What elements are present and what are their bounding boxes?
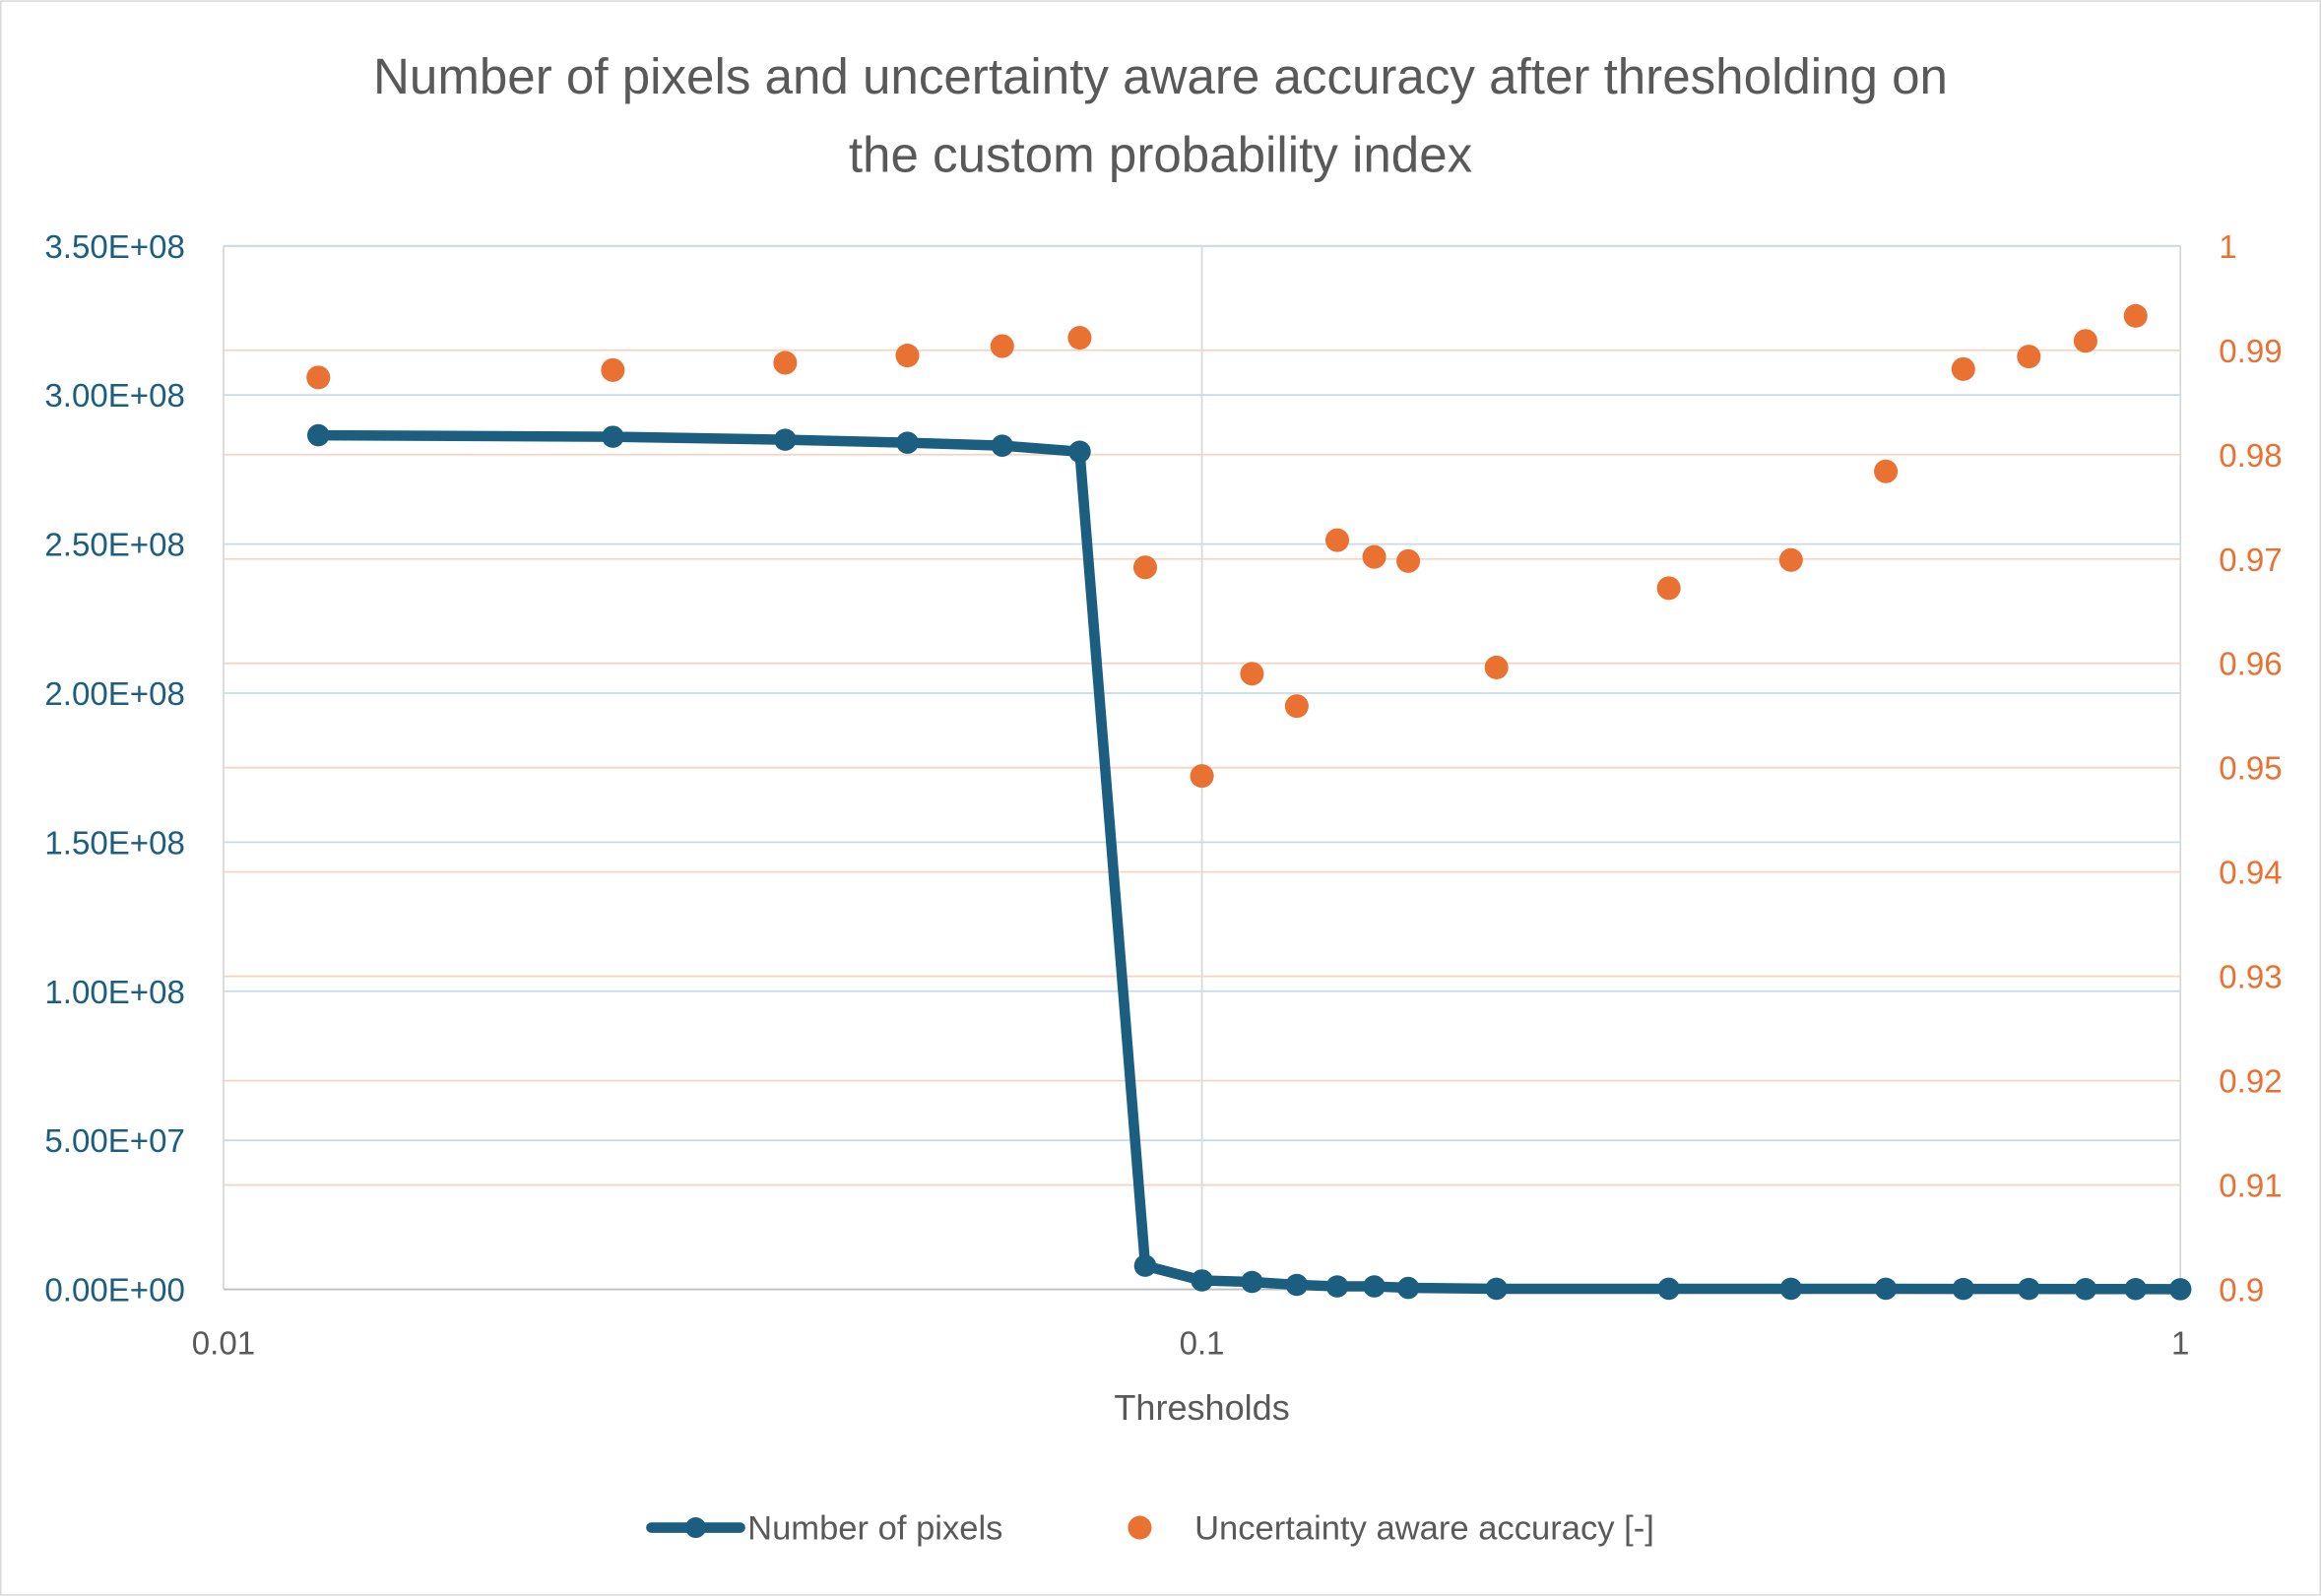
accuracy-point — [1240, 662, 1264, 686]
x-axis-label: Thresholds — [1114, 1387, 1289, 1428]
pixels-point — [991, 434, 1014, 457]
pixels-point — [2124, 1277, 2148, 1301]
pixels-point — [1363, 1275, 1386, 1298]
y-right-tick-label: 0.94 — [2219, 856, 2282, 892]
pixels-point — [896, 431, 919, 454]
pixels-line — [318, 429, 2181, 1295]
y-right-tick-label: 0.92 — [2219, 1064, 2282, 1101]
accuracy-point — [1874, 459, 1899, 483]
x-tick-label: 0.01 — [192, 1326, 255, 1363]
pixels-point — [1874, 1277, 1898, 1301]
pixels-point — [2018, 1277, 2040, 1301]
accuracy-point — [2123, 303, 2148, 328]
accuracy-point — [1067, 326, 1092, 351]
x-tick-label: 0.1 — [1180, 1326, 1225, 1363]
y-right-tick-label: 0.95 — [2219, 751, 2282, 788]
y-right-tick-label: 0.9 — [2219, 1273, 2264, 1309]
accuracy-point — [1656, 576, 1681, 601]
pixels-point — [1241, 1270, 1263, 1294]
accuracy-point — [2073, 329, 2097, 353]
y-right-tick-label: 0.97 — [2219, 543, 2282, 579]
pixels-point — [1191, 1269, 1213, 1292]
accuracy-point — [1396, 548, 1421, 573]
legend-label-accuracy: Uncertainty aware accuracy [-] — [1194, 1510, 1654, 1548]
pixels-point — [1396, 1276, 1420, 1300]
y-left-tick-label: 0.00E+00 — [44, 1273, 185, 1309]
accuracy-point — [2017, 345, 2041, 369]
accuracy-point — [773, 351, 798, 375]
gridlines — [223, 244, 2182, 1290]
pixels-point — [1485, 1277, 1508, 1301]
y-right-tick-label: 0.91 — [2219, 1169, 2282, 1205]
y-right-tick-label: 1 — [2219, 229, 2236, 266]
accuracy-point — [1190, 764, 1214, 789]
y-left-tick-label: 3.00E+08 — [44, 378, 185, 415]
accuracy-point — [1484, 655, 1509, 679]
y-right-tick-label: 0.93 — [2219, 960, 2282, 996]
pixels-point — [1325, 1275, 1349, 1298]
accuracy-point — [1324, 528, 1350, 552]
accuracy-point — [1778, 547, 1803, 572]
y-right-tick-label: 0.96 — [2219, 647, 2282, 683]
legend-scatter-marker — [1128, 1515, 1152, 1540]
accuracy-point — [1951, 356, 1975, 381]
chart-title-line-2: the custom probability index — [849, 127, 1472, 183]
accuracy-point — [1362, 544, 1386, 569]
accuracy-point — [1284, 694, 1309, 719]
pixels-point — [1285, 1273, 1309, 1297]
accuracy-point — [601, 357, 625, 382]
y-left-tick-label: 5.00E+07 — [44, 1123, 185, 1160]
legend-line-dot — [684, 1517, 707, 1539]
pixels-point — [1952, 1277, 1975, 1301]
y-right-tick-label: 0.99 — [2219, 334, 2282, 370]
legend-label-pixels: Number of pixels — [747, 1510, 1002, 1548]
y-left-tick-label: 3.50E+08 — [44, 229, 185, 266]
accuracy-point — [895, 344, 920, 368]
series — [306, 303, 2192, 1301]
pixels-point — [2074, 1277, 2097, 1301]
pixels-point — [2168, 1278, 2192, 1301]
pixels-point — [1779, 1277, 1803, 1301]
pixels-point — [774, 428, 797, 451]
pixels-point — [602, 425, 624, 448]
x-tick-label: 1 — [2171, 1326, 2189, 1363]
y-left-tick-label: 1.00E+08 — [44, 975, 185, 1011]
chart-title-line-1: Number of pixels and uncertainty aware a… — [373, 48, 1948, 104]
accuracy-point — [990, 334, 1014, 358]
pixels-point — [306, 423, 330, 447]
y-right-tick-label: 0.98 — [2219, 438, 2282, 475]
accuracy-point — [306, 365, 331, 390]
y-left-tick-label: 1.50E+08 — [44, 825, 185, 862]
pixels-point — [1068, 440, 1091, 464]
accuracy-point — [1132, 555, 1157, 580]
y-left-tick-label: 2.00E+08 — [44, 676, 185, 713]
legend: Number of pixels Uncertainty aware accur… — [646, 1510, 1654, 1548]
y-left-tick-label: 2.50E+08 — [44, 528, 185, 564]
pixels-point — [1657, 1277, 1680, 1301]
pixels-point — [1133, 1254, 1157, 1277]
